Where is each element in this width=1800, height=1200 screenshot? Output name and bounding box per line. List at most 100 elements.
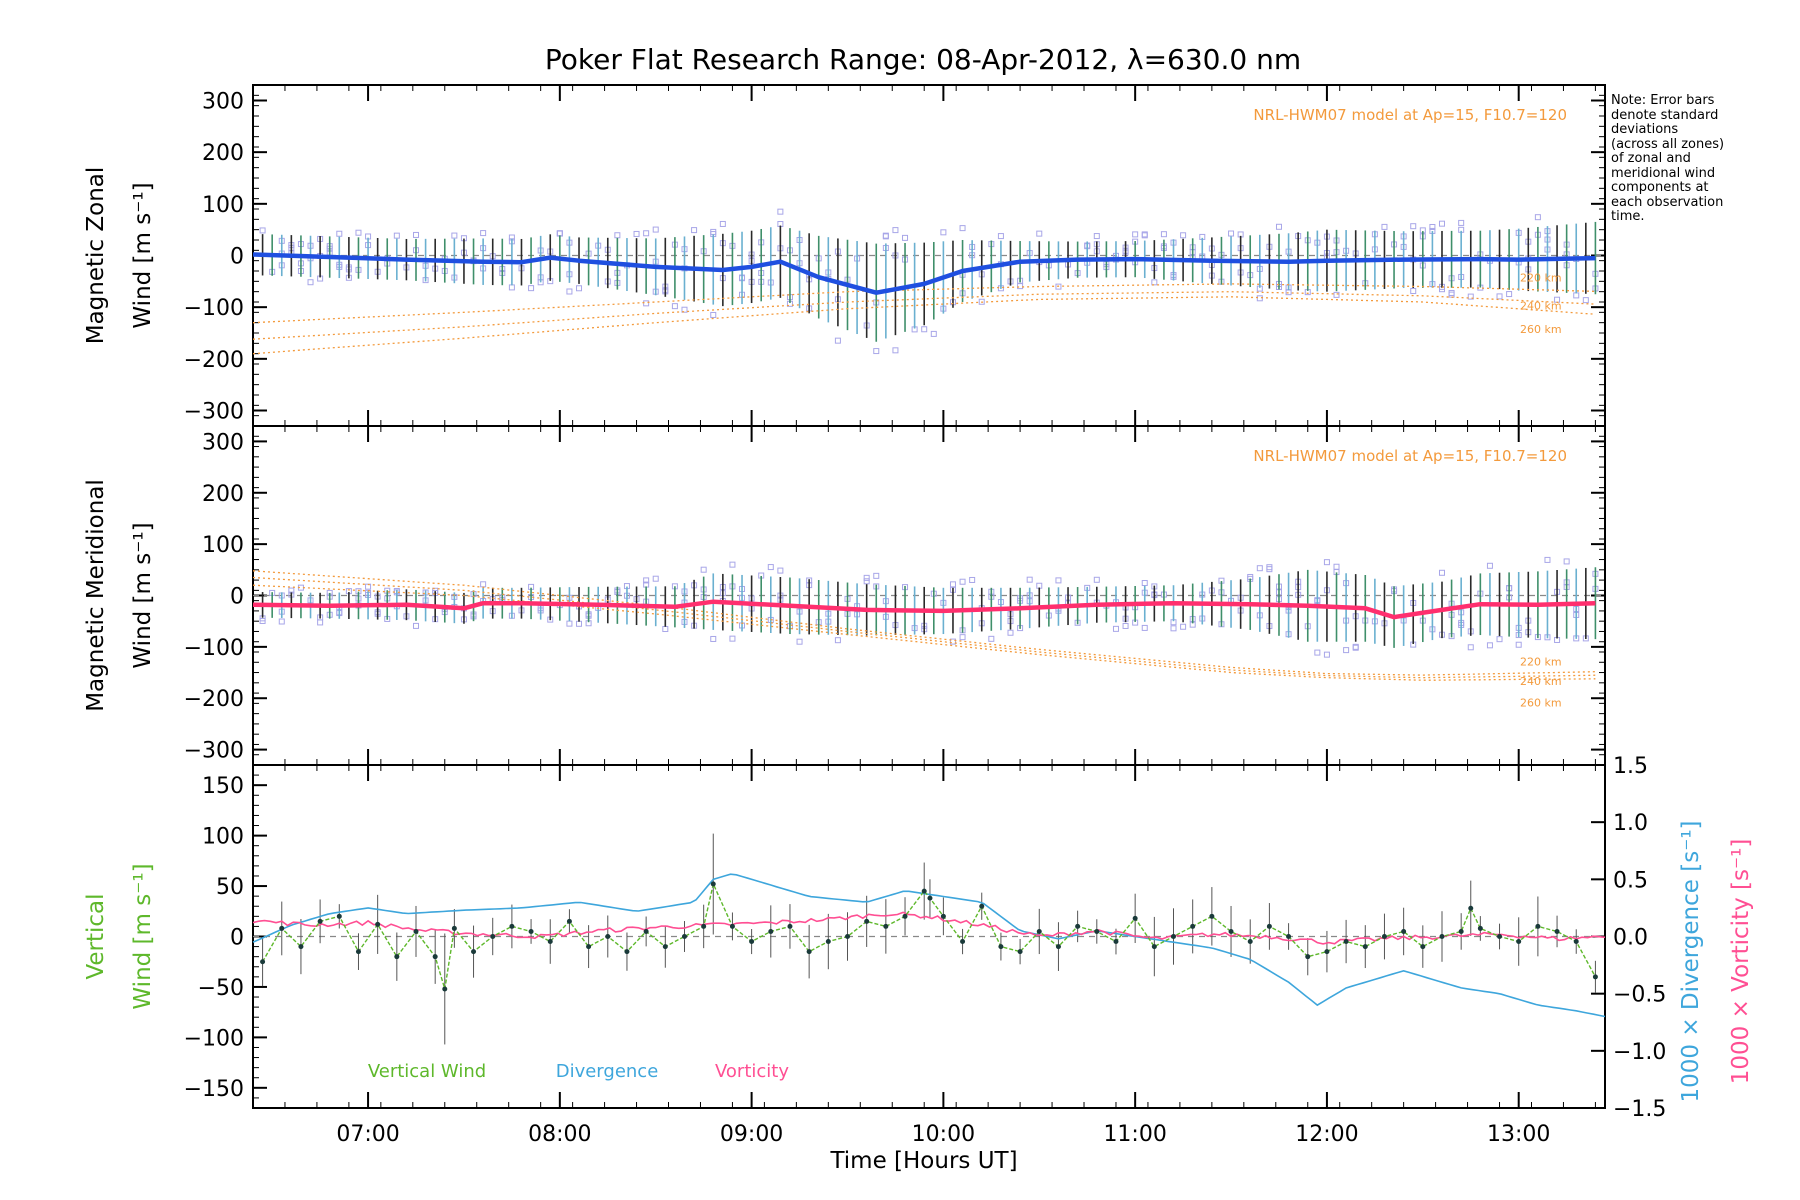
vertical-wind-point	[1401, 928, 1407, 934]
vertical-wind-point	[643, 928, 649, 934]
scatter-point	[959, 634, 966, 641]
vertical-wind-point	[864, 918, 870, 924]
vertical-wind-point	[317, 918, 323, 924]
scatter-point	[1381, 223, 1388, 230]
vertical-wind-point	[279, 925, 285, 931]
scatter-point	[1141, 624, 1148, 631]
vertical-wind-point	[547, 939, 553, 945]
scatter-point	[959, 225, 966, 232]
scatter-point	[633, 230, 640, 237]
scatter-point	[671, 303, 678, 310]
vertical-wind-point	[1381, 934, 1387, 939]
vertical-wind-point	[1458, 928, 1464, 934]
vertical-wind-point	[336, 913, 342, 919]
scatter-point	[1007, 629, 1014, 636]
scatter-point	[307, 279, 314, 286]
scatter-point	[1055, 283, 1062, 290]
model-curve	[252, 296, 1596, 355]
scatter-point	[873, 348, 880, 355]
scatter-point	[921, 326, 928, 333]
vertical-wind-point	[927, 895, 933, 901]
y-tick-label: −150	[184, 1077, 244, 1102]
scatter-point	[1180, 232, 1187, 239]
vertical-wind-point	[605, 934, 611, 939]
y2-tick-label: 0.5	[1613, 868, 1648, 893]
y-tick-label: 150	[202, 774, 244, 799]
scatter-point	[1170, 625, 1177, 632]
vertical-wind-point	[471, 949, 477, 955]
scatter-point	[1333, 291, 1340, 298]
vertical-wind-point	[1055, 944, 1061, 950]
scatter-point	[710, 635, 717, 642]
scatter-point	[767, 564, 774, 571]
scatter-point	[710, 311, 717, 318]
scatter-point	[681, 306, 688, 313]
scatter-point	[393, 232, 400, 239]
y-tick-label: 100	[202, 193, 244, 218]
scatter-point	[1448, 289, 1455, 296]
scatter-point	[1563, 558, 1570, 565]
y-tick-label: 300	[202, 430, 244, 455]
y-axis-label: Wind [m s⁻¹]	[130, 182, 156, 328]
legend-item: Vorticity	[715, 1061, 789, 1082]
y-tick-label: 0	[230, 926, 244, 951]
vertical-wind-point	[1286, 934, 1292, 939]
wind-series-line	[252, 252, 1596, 295]
note-line: of zonal and	[1611, 151, 1691, 166]
vertical-wind-point	[662, 944, 668, 950]
scatter-point	[336, 230, 343, 237]
scatter-point	[576, 285, 583, 292]
scatter-point	[278, 618, 285, 625]
scatter-point	[1026, 576, 1033, 583]
x-tick-label: 10:00	[912, 1122, 975, 1147]
scatter-point	[1132, 231, 1139, 238]
note-line: each observation	[1611, 194, 1724, 210]
vertical-wind-point	[1535, 923, 1541, 929]
x-axis-label: Time [Hours UT]	[829, 1148, 1017, 1174]
scatter-point	[1486, 642, 1493, 649]
vertical-wind-point	[787, 923, 793, 929]
scatter-point	[988, 635, 995, 642]
vertical-wind-point	[490, 934, 496, 939]
legend-item: Vertical Wind	[368, 1061, 486, 1082]
scatter-point	[259, 227, 266, 234]
vertical-wind-point	[710, 881, 716, 887]
y2-tick-label: 0.0	[1613, 926, 1648, 951]
vertical-wind-point	[960, 939, 966, 945]
vertical-wind-point	[442, 986, 448, 992]
scatter-point	[566, 288, 573, 295]
vertical-wind-point	[1554, 928, 1560, 934]
y-axis-label: Vertical	[83, 893, 109, 979]
vertical-wind-point	[1266, 923, 1272, 929]
scatter-point	[882, 233, 889, 240]
vertical-wind-point	[729, 923, 735, 929]
vertical-wind-point	[1075, 923, 1081, 929]
y-tick-label: 50	[216, 875, 244, 900]
scatter-point	[1151, 279, 1158, 286]
scatter-point	[528, 285, 535, 292]
error-bar-note: Note: Error bars denote standard deviati…	[1611, 93, 1796, 225]
scatter-point	[1410, 288, 1417, 295]
scatter-point	[863, 574, 870, 581]
vertical-wind-point	[432, 954, 438, 960]
scatter-point	[892, 227, 899, 234]
y-tick-label: 0	[230, 245, 244, 270]
model-altitude-label: 220 km	[1520, 656, 1562, 669]
vertical-wind-point	[355, 949, 361, 955]
vertical-wind-point	[1420, 944, 1426, 950]
vertical-wind-point	[1324, 949, 1330, 955]
scatter-point	[643, 230, 650, 237]
y2-tick-label: 1.0	[1613, 811, 1648, 836]
y2-axis-label-divergence: 1000 × Divergence [s⁻¹]	[1678, 820, 1704, 1102]
y2-tick-label: 1.5	[1613, 754, 1648, 779]
model-altitude-label: 240 km	[1520, 675, 1562, 688]
scatter-point	[729, 561, 736, 568]
scatter-point	[902, 234, 909, 241]
scatter-point	[1036, 582, 1043, 589]
scatter-point	[1323, 559, 1330, 566]
scatter-point	[700, 566, 707, 573]
vertical-wind-point	[1516, 939, 1522, 945]
scatter-point	[1438, 569, 1445, 576]
scatter-point	[643, 577, 650, 584]
